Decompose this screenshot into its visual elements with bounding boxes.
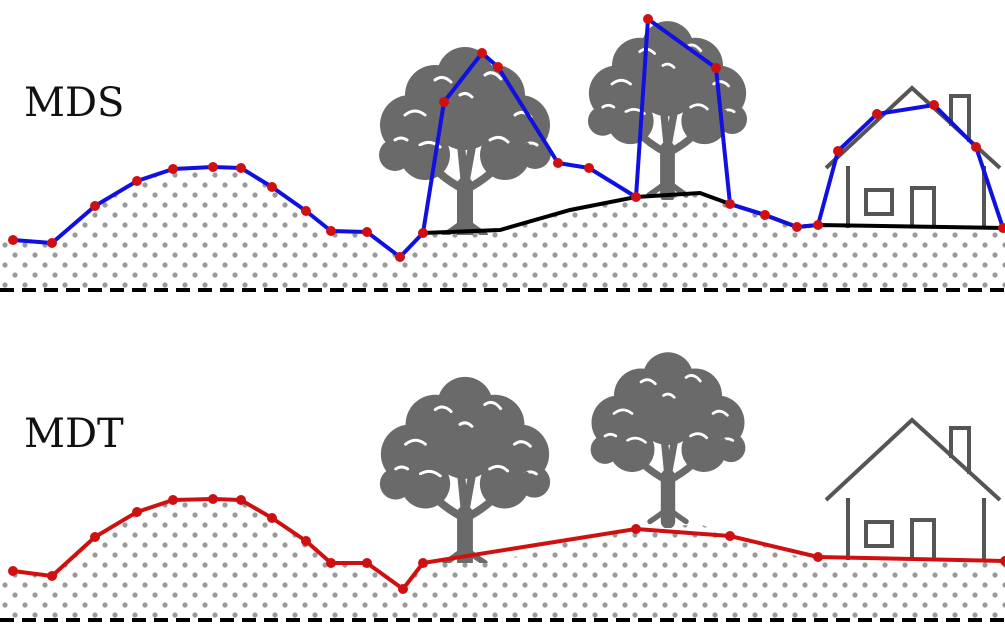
sample-point	[90, 532, 100, 542]
sample-point	[326, 226, 336, 236]
sample-point	[208, 162, 218, 172]
tree	[591, 352, 746, 521]
sample-point	[395, 252, 405, 262]
sample-point	[236, 163, 246, 173]
sample-point	[493, 62, 503, 72]
sample-point	[584, 163, 594, 173]
sample-point	[631, 192, 641, 202]
panel-label: MDT	[24, 411, 124, 457]
sample-point	[362, 227, 372, 237]
sample-point	[362, 558, 372, 568]
sample-point	[8, 566, 18, 576]
sample-point	[267, 513, 277, 523]
sample-point	[168, 164, 178, 174]
sample-point	[132, 507, 142, 517]
sample-point	[418, 228, 428, 238]
panel-label: MDS	[24, 80, 124, 126]
sample-point	[47, 571, 57, 581]
sample-point	[47, 238, 57, 248]
sample-point	[929, 100, 939, 110]
sample-point	[760, 210, 770, 220]
sample-point	[418, 558, 428, 568]
sample-point	[631, 524, 641, 534]
sample-point	[872, 109, 882, 119]
sample-point	[208, 494, 218, 504]
sample-point	[132, 176, 142, 186]
sample-point	[267, 182, 277, 192]
sample-point	[301, 536, 311, 546]
sample-point	[326, 558, 336, 568]
sample-point	[813, 220, 823, 230]
sample-point	[398, 584, 408, 594]
sample-point	[725, 199, 735, 209]
diagram: MDS MDT	[0, 0, 1005, 624]
sample-point	[971, 142, 981, 152]
tree	[380, 377, 550, 563]
sample-point	[168, 495, 178, 505]
house	[826, 420, 1000, 560]
sample-point	[833, 146, 843, 156]
sample-point	[439, 97, 449, 107]
sample-point	[477, 48, 487, 58]
sample-point	[236, 495, 246, 505]
sample-point	[813, 552, 823, 562]
sample-point	[553, 158, 563, 168]
sample-point	[711, 63, 721, 73]
sample-point	[643, 14, 653, 24]
sample-point	[90, 201, 100, 211]
panel-mds: MDS	[0, 19, 1005, 290]
sample-point	[725, 531, 735, 541]
tree	[588, 21, 747, 195]
sample-point	[8, 235, 18, 245]
panel-mdt: MDT	[0, 352, 1005, 620]
sample-point	[301, 206, 311, 216]
sample-point	[792, 222, 802, 232]
